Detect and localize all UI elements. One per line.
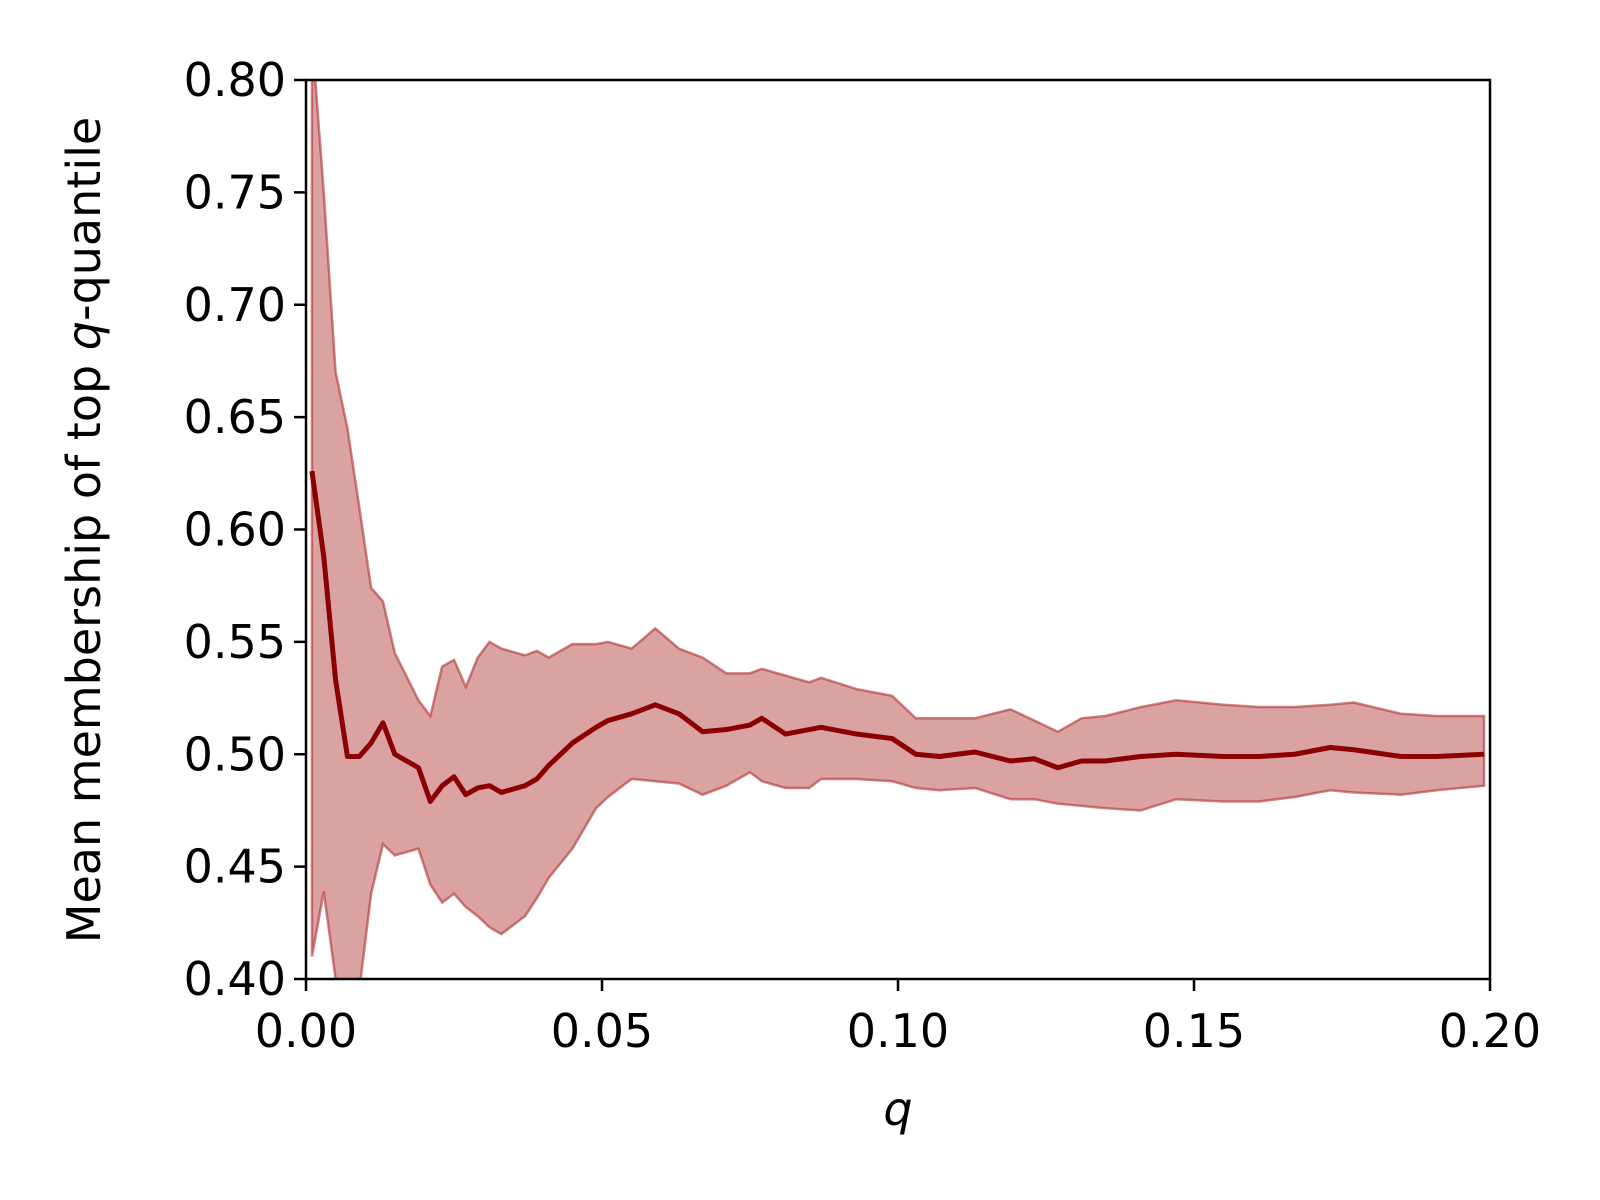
mean-line (309, 470, 1485, 804)
x-tick-label: 0.10 (847, 1004, 949, 1058)
y-label-part: q (57, 321, 111, 350)
y-tick-label: 0.40 (184, 952, 286, 1006)
x-tick-label: 0.00 (255, 1004, 357, 1058)
y-tick-label: 0.60 (184, 503, 286, 557)
plot-area (309, 80, 1486, 979)
y-label-part: -quantile (57, 117, 111, 321)
x-tick-label: 0.15 (1143, 1004, 1245, 1058)
y-tick-label: 0.55 (184, 615, 286, 669)
y-tick-label: 0.75 (184, 165, 286, 219)
y-tick-label: 0.70 (184, 278, 286, 332)
x-tick-label: 0.20 (1439, 1004, 1541, 1058)
y-label-part: Mean membership of top (57, 350, 111, 943)
y-tick-label: 0.50 (184, 727, 286, 781)
y-tick-label: 0.80 (184, 53, 286, 107)
confidence-band (310, 80, 1486, 979)
x-axis-label: q (883, 1082, 912, 1136)
x-tick-label: 0.05 (551, 1004, 653, 1058)
y-axis-label: Mean membership of top q-quantile (57, 117, 111, 943)
y-tick-label: 0.45 (184, 840, 286, 894)
y-tick-label: 0.65 (184, 390, 286, 444)
